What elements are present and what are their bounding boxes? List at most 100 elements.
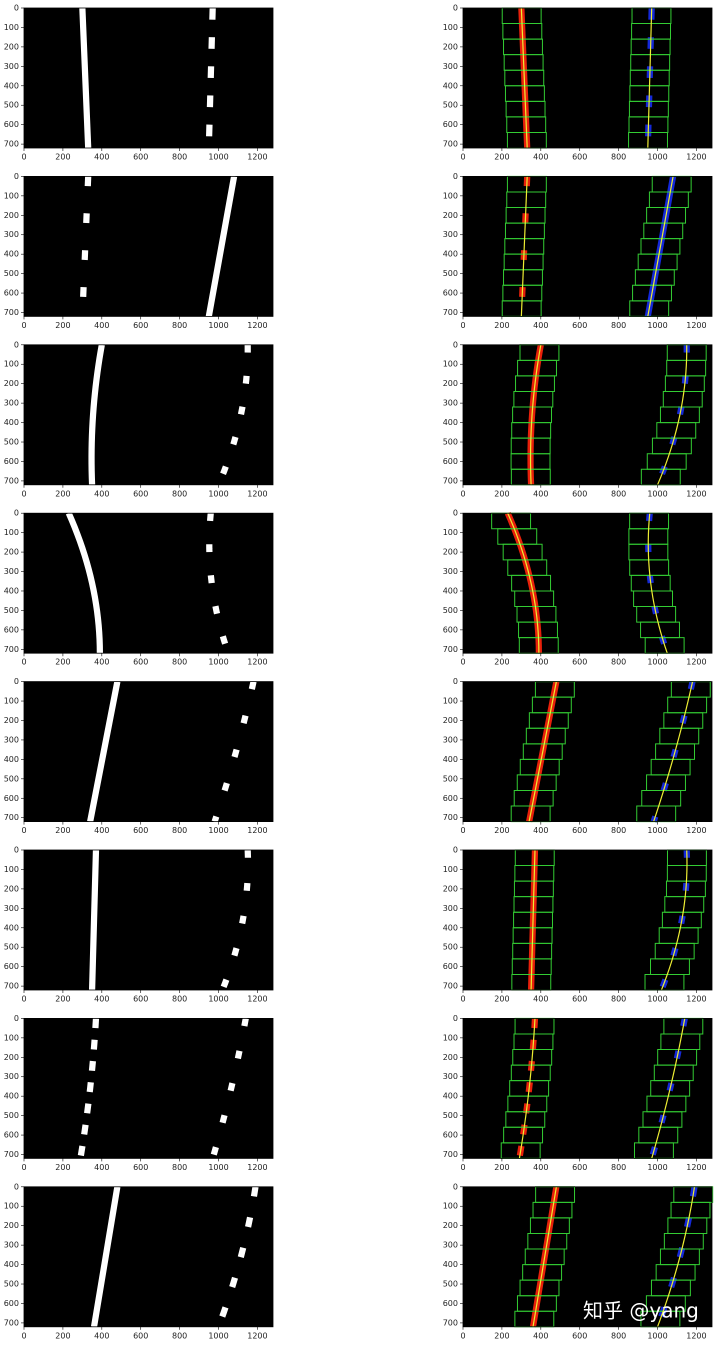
y-tick-label: 200 [443, 1221, 458, 1230]
y-tick-label: 600 [4, 1131, 19, 1140]
lane-binary [87, 681, 121, 823]
x-tick-label: 800 [611, 995, 626, 1004]
x-tick-label: 1200 [247, 1163, 267, 1172]
y-tick-label: 700 [443, 1150, 458, 1159]
x-tick-label: 400 [94, 658, 109, 667]
x-tick-label: 600 [572, 995, 587, 1004]
y-tick-label: 200 [443, 42, 458, 51]
image-background [24, 681, 273, 822]
x-tick-label: 1200 [686, 321, 706, 330]
fit-curve [652, 1018, 685, 1158]
lane-binary [215, 1186, 259, 1328]
y-tick-label: 200 [4, 884, 19, 893]
lane-binary [211, 680, 257, 823]
y-tick-label: 200 [4, 42, 19, 51]
x-tick-label: 0 [460, 489, 465, 498]
x-tick-label: 800 [611, 1163, 626, 1172]
x-tick-label: 0 [460, 658, 465, 667]
fit-curve [661, 850, 687, 990]
x-tick-label: 1000 [647, 995, 667, 1004]
x-tick-label: 1000 [208, 153, 228, 162]
x-tick-label: 600 [133, 153, 148, 162]
x-tick-label: 200 [55, 489, 70, 498]
y-tick-label: 0 [453, 509, 458, 518]
y-tick-label: 200 [443, 548, 458, 557]
x-tick-label: 1000 [647, 658, 667, 667]
x-tick-label: 0 [460, 1163, 465, 1172]
x-tick-label: 200 [494, 153, 509, 162]
image-background [463, 681, 712, 822]
lane-binary [77, 1018, 100, 1159]
x-tick-label: 200 [494, 321, 509, 330]
x-tick-label: 600 [133, 658, 148, 667]
x-tick-label: 600 [133, 321, 148, 330]
y-tick-label: 500 [443, 606, 458, 615]
y-tick-label: 0 [453, 846, 458, 855]
image-panel [463, 850, 712, 992]
y-tick-label: 700 [4, 982, 19, 991]
y-tick-label: 700 [4, 1150, 19, 1159]
y-tick-label: 500 [443, 1111, 458, 1120]
y-tick-label: 200 [4, 716, 19, 725]
y-tick-label: 0 [453, 172, 458, 181]
y-tick-label: 300 [443, 1072, 458, 1081]
y-tick-label: 600 [443, 120, 458, 129]
lane-binary [209, 1017, 249, 1160]
image-panel [463, 1017, 712, 1160]
axes-frame [23, 1186, 274, 1328]
axes-frame [23, 1018, 274, 1159]
y-tick-label: 400 [443, 1092, 458, 1101]
x-tick-label: 200 [494, 489, 509, 498]
x-tick-label: 800 [172, 489, 187, 498]
x-tick-label: 1200 [686, 489, 706, 498]
image-background [463, 1018, 712, 1159]
x-tick-label: 800 [172, 321, 187, 330]
y-tick-label: 400 [443, 250, 458, 259]
fit-curve [648, 176, 673, 316]
y-tick-label: 500 [4, 1111, 19, 1120]
axes-frame [462, 512, 713, 654]
y-tick-label: 400 [443, 586, 458, 595]
y-tick-label: 200 [443, 1053, 458, 1062]
y-tick-label: 200 [443, 884, 458, 893]
x-tick-label: 200 [494, 1163, 509, 1172]
image-background [24, 8, 273, 148]
y-tick-label: 500 [4, 438, 19, 447]
x-tick-label: 1200 [247, 489, 267, 498]
x-tick-label: 400 [94, 1163, 109, 1172]
y-tick-label: 400 [4, 250, 19, 259]
fit-curve [648, 513, 667, 653]
x-tick-label: 800 [611, 1331, 626, 1340]
axes-frame [462, 1186, 713, 1328]
y-tick-label: 500 [443, 269, 458, 278]
y-tick-label: 700 [443, 140, 458, 149]
image-panel [24, 1186, 273, 1328]
x-tick-label: 1200 [247, 658, 267, 667]
x-tick-label: 0 [21, 489, 26, 498]
y-tick-label: 0 [14, 340, 19, 349]
y-tick-label: 400 [443, 755, 458, 764]
y-tick-label: 400 [4, 755, 19, 764]
y-tick-label: 200 [4, 548, 19, 557]
y-tick-label: 300 [443, 399, 458, 408]
x-tick-label: 600 [133, 1331, 148, 1340]
y-tick-label: 700 [4, 140, 19, 149]
y-tick-label: 600 [443, 289, 458, 298]
x-tick-label: 800 [172, 1331, 187, 1340]
x-tick-label: 1200 [247, 1331, 267, 1340]
image-panel [463, 511, 712, 655]
y-tick-label: 600 [443, 962, 458, 971]
y-tick-label: 100 [4, 1202, 19, 1211]
y-tick-label: 0 [453, 1014, 458, 1023]
fit-curve [654, 682, 693, 822]
y-tick-label: 700 [443, 645, 458, 654]
axes-frame [23, 512, 274, 654]
image-background [24, 344, 273, 485]
y-tick-label: 100 [443, 191, 458, 200]
lane-binary [219, 849, 252, 992]
y-tick-label: 300 [4, 230, 19, 239]
fit-curve [529, 682, 556, 822]
x-tick-label: 800 [611, 321, 626, 330]
y-tick-label: 600 [4, 1299, 19, 1308]
lane-binary [79, 7, 92, 149]
